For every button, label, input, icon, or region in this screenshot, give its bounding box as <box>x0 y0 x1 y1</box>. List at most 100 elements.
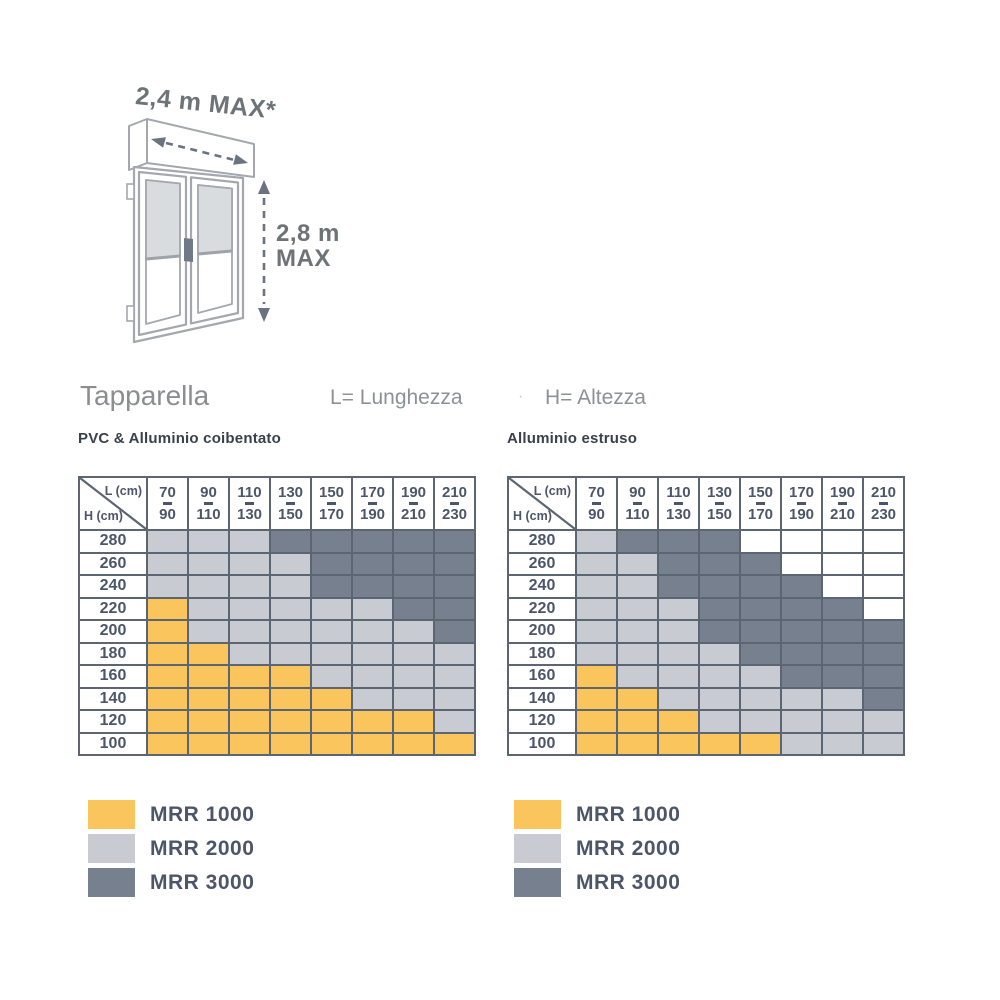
matrix-cell <box>780 731 823 756</box>
matrix-cell <box>739 664 782 689</box>
table-row: 120 <box>78 709 476 734</box>
matrix-cell <box>228 709 271 734</box>
matrix-cell <box>780 664 823 689</box>
matrix-cell <box>146 709 189 734</box>
matrix-cell <box>351 619 394 644</box>
matrix-cell <box>657 709 700 734</box>
legend-swatch <box>514 800 561 829</box>
matrix-cell <box>575 641 618 666</box>
matrix-cell <box>821 709 864 734</box>
size-matrix-alluminio: L (cm) H (cm) 70 90 90 110 110 130 130 150 150 170 1… <box>507 476 905 756</box>
matrix-cell <box>862 596 905 621</box>
matrix-cell <box>351 641 394 666</box>
table-row: 240 <box>78 574 476 599</box>
diagonal-divider <box>80 478 146 529</box>
max-height-label: 2,8 m MAX <box>276 220 340 272</box>
matrix-cell <box>310 619 353 644</box>
matrix-cell <box>575 686 618 711</box>
table-row: 100 <box>507 731 905 756</box>
table-row: 260 <box>507 551 905 576</box>
matrix-cell <box>433 619 476 644</box>
matrix-cell <box>575 551 618 576</box>
matrix-cell <box>269 686 312 711</box>
column-header: 150 170 <box>310 476 353 531</box>
table-row: 100 <box>78 731 476 756</box>
matrix-cell <box>657 551 700 576</box>
matrix-cell <box>862 619 905 644</box>
matrix-cell <box>657 619 700 644</box>
corner-length-label: L (cm) <box>104 484 142 498</box>
matrix-cell <box>187 664 230 689</box>
row-header: 220 <box>78 596 148 621</box>
matrix-cell <box>228 551 271 576</box>
matrix-cell <box>433 551 476 576</box>
table-row: 180 <box>507 641 905 666</box>
matrix-cell <box>392 664 435 689</box>
matrix-cell <box>310 664 353 689</box>
legend-alluminio: MRR 1000 MRR 2000 MRR 3000 <box>514 800 680 902</box>
matrix-cell <box>392 596 435 621</box>
diagonal-divider <box>509 478 575 529</box>
column-header: 130 150 <box>269 476 312 531</box>
matrix-cell <box>657 686 700 711</box>
table-row: 220 <box>507 596 905 621</box>
matrix-cell <box>269 574 312 599</box>
matrix-cell <box>616 574 659 599</box>
matrix-cell <box>392 551 435 576</box>
matrix-cell <box>821 664 864 689</box>
matrix-cell <box>310 709 353 734</box>
matrix-cell <box>351 596 394 621</box>
matrix-cell <box>657 731 700 756</box>
row-header: 260 <box>507 551 577 576</box>
legend-item: MRR 3000 <box>514 868 680 897</box>
matrix-cell <box>433 664 476 689</box>
matrix-cell <box>616 664 659 689</box>
legend-label: MRR 1000 <box>150 802 255 826</box>
matrix-cell <box>310 731 353 756</box>
page-title: Tapparella <box>80 380 210 411</box>
matrix-cell <box>351 529 394 554</box>
legend-label: MRR 2000 <box>150 836 255 860</box>
matrix-cell <box>228 664 271 689</box>
matrix-cell <box>739 551 782 576</box>
matrix-cell <box>351 574 394 599</box>
legend-swatch <box>88 834 135 863</box>
matrix-cell <box>862 686 905 711</box>
row-header: 120 <box>507 709 577 734</box>
matrix-cell <box>433 731 476 756</box>
matrix-cell <box>616 529 659 554</box>
matrix-cell <box>616 686 659 711</box>
column-header: 170 190 <box>351 476 394 531</box>
legend-label: MRR 2000 <box>576 836 681 860</box>
matrix-cell <box>146 529 189 554</box>
matrix-cell <box>433 529 476 554</box>
matrix-cell <box>310 551 353 576</box>
matrix-cell <box>657 664 700 689</box>
row-header: 100 <box>507 731 577 756</box>
matrix-cell <box>862 641 905 666</box>
matrix-cell <box>698 596 741 621</box>
matrix-cell <box>187 574 230 599</box>
matrix-cell <box>821 551 864 576</box>
row-header: 280 <box>78 529 148 554</box>
table-row: 280 <box>507 529 905 554</box>
matrix-cell <box>780 574 823 599</box>
matrix-cell <box>187 619 230 644</box>
matrix-cell <box>433 641 476 666</box>
matrix-cell <box>575 529 618 554</box>
matrix-cell <box>228 596 271 621</box>
matrix-cell <box>698 664 741 689</box>
matrix-cell <box>228 574 271 599</box>
matrix-cell <box>146 551 189 576</box>
column-header: 110 130 <box>657 476 700 531</box>
row-header: 160 <box>78 664 148 689</box>
matrix-cell <box>269 731 312 756</box>
column-header: 130 150 <box>698 476 741 531</box>
column-header: 150 170 <box>739 476 782 531</box>
matrix-cell <box>269 551 312 576</box>
matrix-cell <box>862 709 905 734</box>
corner-length-label: L (cm) <box>533 484 571 498</box>
matrix-cell <box>187 529 230 554</box>
table-row: 200 <box>78 619 476 644</box>
matrix-cell <box>310 641 353 666</box>
